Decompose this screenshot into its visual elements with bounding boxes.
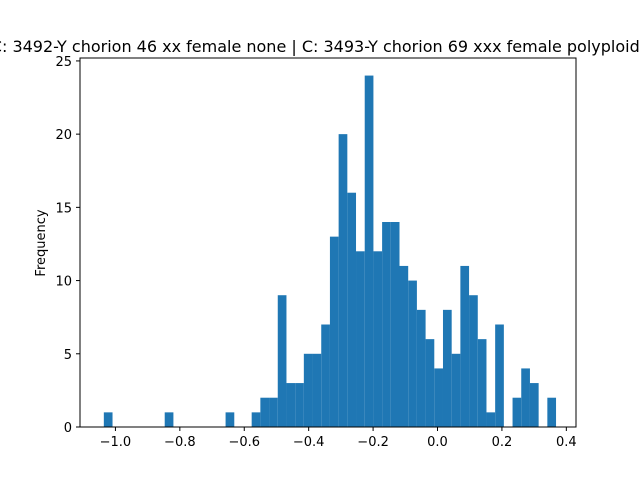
histogram-bar <box>451 353 461 427</box>
x-tick-label: −0.6 <box>228 435 260 450</box>
histogram-bar <box>495 324 504 427</box>
histogram-bar <box>390 222 400 427</box>
x-axis: −1.0 −0.8 −0.6 −0.4 −0.2 0.0 0.2 0.4 <box>100 427 577 450</box>
histogram-bar <box>373 251 383 427</box>
histogram-bar <box>329 236 339 427</box>
histogram-bar <box>442 309 452 427</box>
chart-title: C: 3492-Y chorion 46 xx female none | C:… <box>0 37 640 56</box>
histogram-bar <box>469 295 478 427</box>
histogram-bar <box>295 383 304 427</box>
histogram-bar <box>425 339 435 427</box>
histogram-bar <box>356 251 365 427</box>
histogram-bar <box>399 265 409 427</box>
histogram-bar <box>364 75 374 427</box>
histogram-bar <box>521 368 530 427</box>
y-tick-label: 15 <box>55 201 72 216</box>
y-axis-label: Frequency <box>34 209 49 276</box>
y-tick-label: 5 <box>64 348 72 363</box>
histogram-bar <box>434 368 443 427</box>
histogram-bar <box>269 397 278 427</box>
histogram-bar <box>277 295 287 427</box>
x-tick-label: 0.4 <box>556 435 577 450</box>
x-tick-label: 0.2 <box>492 435 513 450</box>
histogram-bar <box>103 412 113 427</box>
histogram-bar <box>312 353 322 427</box>
histogram-bar <box>321 324 330 427</box>
x-tick-label: 0.0 <box>427 435 448 450</box>
histogram-bar <box>347 192 357 427</box>
histogram-bar <box>547 397 557 427</box>
histogram-bar <box>164 412 174 427</box>
y-tick-label: 20 <box>55 128 72 143</box>
histogram-bar <box>303 353 313 427</box>
x-tick-label: −0.8 <box>164 435 196 450</box>
x-tick-label: −0.4 <box>293 435 325 450</box>
histogram-bar <box>416 309 426 427</box>
plot-frame <box>79 57 577 428</box>
histogram-bar <box>338 134 348 427</box>
y-tick-label: 0 <box>64 421 72 436</box>
y-tick-label: 25 <box>55 55 72 70</box>
y-tick-label: 10 <box>55 275 72 290</box>
histogram-bar <box>512 397 522 427</box>
x-tick-label: −1.0 <box>100 435 132 450</box>
histogram-bar <box>460 265 470 427</box>
histogram-bar <box>408 280 417 427</box>
histogram-bar <box>260 397 270 427</box>
histogram-bar <box>286 383 296 427</box>
bars-group <box>103 75 557 427</box>
y-axis: 0 5 10 15 20 25 <box>55 55 80 436</box>
histogram-bar <box>382 222 391 427</box>
histogram-bar <box>477 339 487 427</box>
histogram-bar <box>486 412 496 427</box>
histogram-bar <box>529 383 539 427</box>
histogram-bar <box>225 412 235 427</box>
x-tick-label: −0.2 <box>357 435 389 450</box>
histogram-bar <box>251 412 261 427</box>
